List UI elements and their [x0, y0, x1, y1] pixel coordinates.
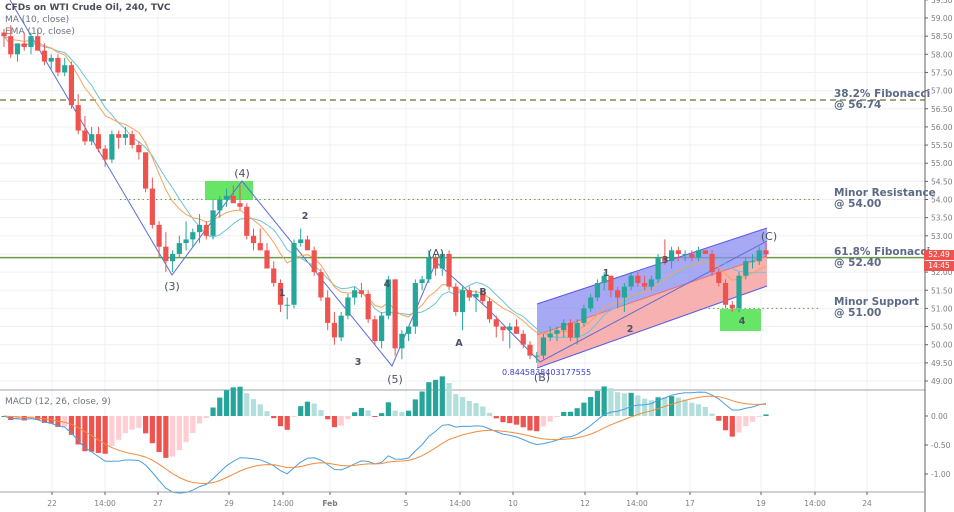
time-tick: 17 [685, 499, 695, 508]
wave-label: 2 [302, 211, 309, 222]
macd-indicator-label[interactable]: MACD (12, 26, close, 9) [5, 397, 111, 407]
price-tick: 52.00 [931, 268, 953, 277]
time-tick: Feb [322, 499, 338, 508]
chart-title: CFDs on WTI Crude Oil, 240, TVC [5, 3, 171, 13]
macd-legend: MACD (12, 26, close, 9) [5, 396, 111, 408]
macd-tick: 0.00 [931, 412, 948, 421]
ema-indicator-label[interactable]: EMA (10, close) [5, 27, 75, 37]
time-tick: 12 [580, 499, 590, 508]
time-tick: 14:00 [94, 499, 116, 508]
fib-618-value: @ 52.40 [834, 257, 882, 269]
fib-618-annotation: 61.8% Fibonacci @ 52.40 [834, 247, 930, 269]
price-tick: 59.00 [931, 14, 953, 23]
wave-label: A [455, 338, 463, 349]
price-levels [0, 99, 925, 309]
wave-label: (C) [761, 230, 777, 243]
price-tick: 56.50 [931, 105, 953, 114]
price-tick: 51.00 [931, 304, 953, 313]
time-tick: 14:00 [626, 499, 648, 508]
time-tick: 14:00 [804, 499, 826, 508]
fib-382-title: 38.2% Fibonacci [834, 88, 931, 100]
wave-label: 3 [662, 255, 669, 266]
time-tick: 10 [508, 499, 518, 508]
time-tick: 22 [47, 499, 57, 508]
price-tick: 56.00 [931, 123, 953, 132]
wave-label: (B) [534, 371, 550, 384]
price-tick: 57.00 [931, 87, 953, 96]
price-tick: 54.50 [931, 177, 953, 186]
price-tick: 54.00 [931, 196, 953, 205]
wave-label: 4 [739, 316, 746, 327]
wave-label: (4) [234, 167, 250, 180]
wave-label: 1 [279, 288, 286, 299]
time-tick: 14:00 [449, 499, 471, 508]
resistance-value: @ 54.00 [834, 198, 882, 210]
ma-indicator-label[interactable]: MA (10, close) [5, 15, 70, 25]
resistance-title: Minor Resistance [834, 187, 936, 199]
wave-label: (A) [428, 247, 444, 260]
macd-tick: -1.00 [931, 470, 951, 479]
price-tick: 53.50 [931, 214, 953, 223]
countdown-tag: 14:45 [924, 261, 954, 271]
wave-labels: (3) (4) 1 2 3 4 (5) (A) A B (B) 1 2 3 4 (C) [164, 167, 777, 386]
macd-pane [0, 376, 925, 494]
support-title: Minor Support [834, 296, 920, 308]
price-tick: 58.00 [931, 50, 953, 59]
channel-value-label: 0.8445838403177555 [502, 368, 592, 377]
fib-618-title: 61.8% Fibonacci [834, 246, 931, 258]
time-tick: 29 [224, 499, 234, 508]
highlight-boxes [205, 181, 761, 331]
wave-label: 3 [355, 357, 362, 368]
wave-label: (5) [387, 373, 403, 386]
fib-382-annotation: 38.2% Fibonacci @ 56.74 [834, 89, 930, 111]
wave-label: 1 [603, 268, 610, 279]
price-tick: 49.50 [931, 359, 953, 368]
resistance-annotation: Minor Resistance @ 54.00 [834, 188, 936, 210]
price-tick: 49.00 [931, 377, 953, 386]
time-tick: 5 [404, 499, 409, 508]
time-tick: 24 [862, 499, 872, 508]
time-tick: 19 [756, 499, 766, 508]
time-tick: 14:00 [272, 499, 294, 508]
wave-label: (3) [164, 280, 180, 293]
chart-legend: CFDs on WTI Crude Oil, 240, TVC MA (10, … [5, 2, 171, 38]
wave-label: 4 [384, 279, 391, 290]
support-value: @ 51.00 [834, 307, 882, 319]
price-tick: 55.00 [931, 159, 953, 168]
macd-tick: -0.50 [931, 441, 951, 450]
support-annotation: Minor Support @ 51.00 [834, 297, 919, 319]
wave-label: B [479, 287, 486, 298]
price-tick: 50.50 [931, 323, 953, 332]
price-tick: 51.50 [931, 286, 953, 295]
current-price-tag: 52.49 [924, 250, 954, 260]
price-tick: 58.50 [931, 32, 953, 41]
fib-382-value: @ 56.74 [834, 99, 882, 111]
time-tick: 27 [153, 499, 163, 508]
price-tick: 55.50 [931, 141, 953, 150]
price-tick: 57.50 [931, 68, 953, 77]
price-tick: 53.00 [931, 232, 953, 241]
wave-label: 2 [627, 324, 634, 335]
price-tick: 59.50 [931, 0, 953, 5]
candlesticks [1, 25, 769, 363]
regression-channel [536, 227, 768, 369]
price-tick: 50.00 [931, 341, 953, 350]
